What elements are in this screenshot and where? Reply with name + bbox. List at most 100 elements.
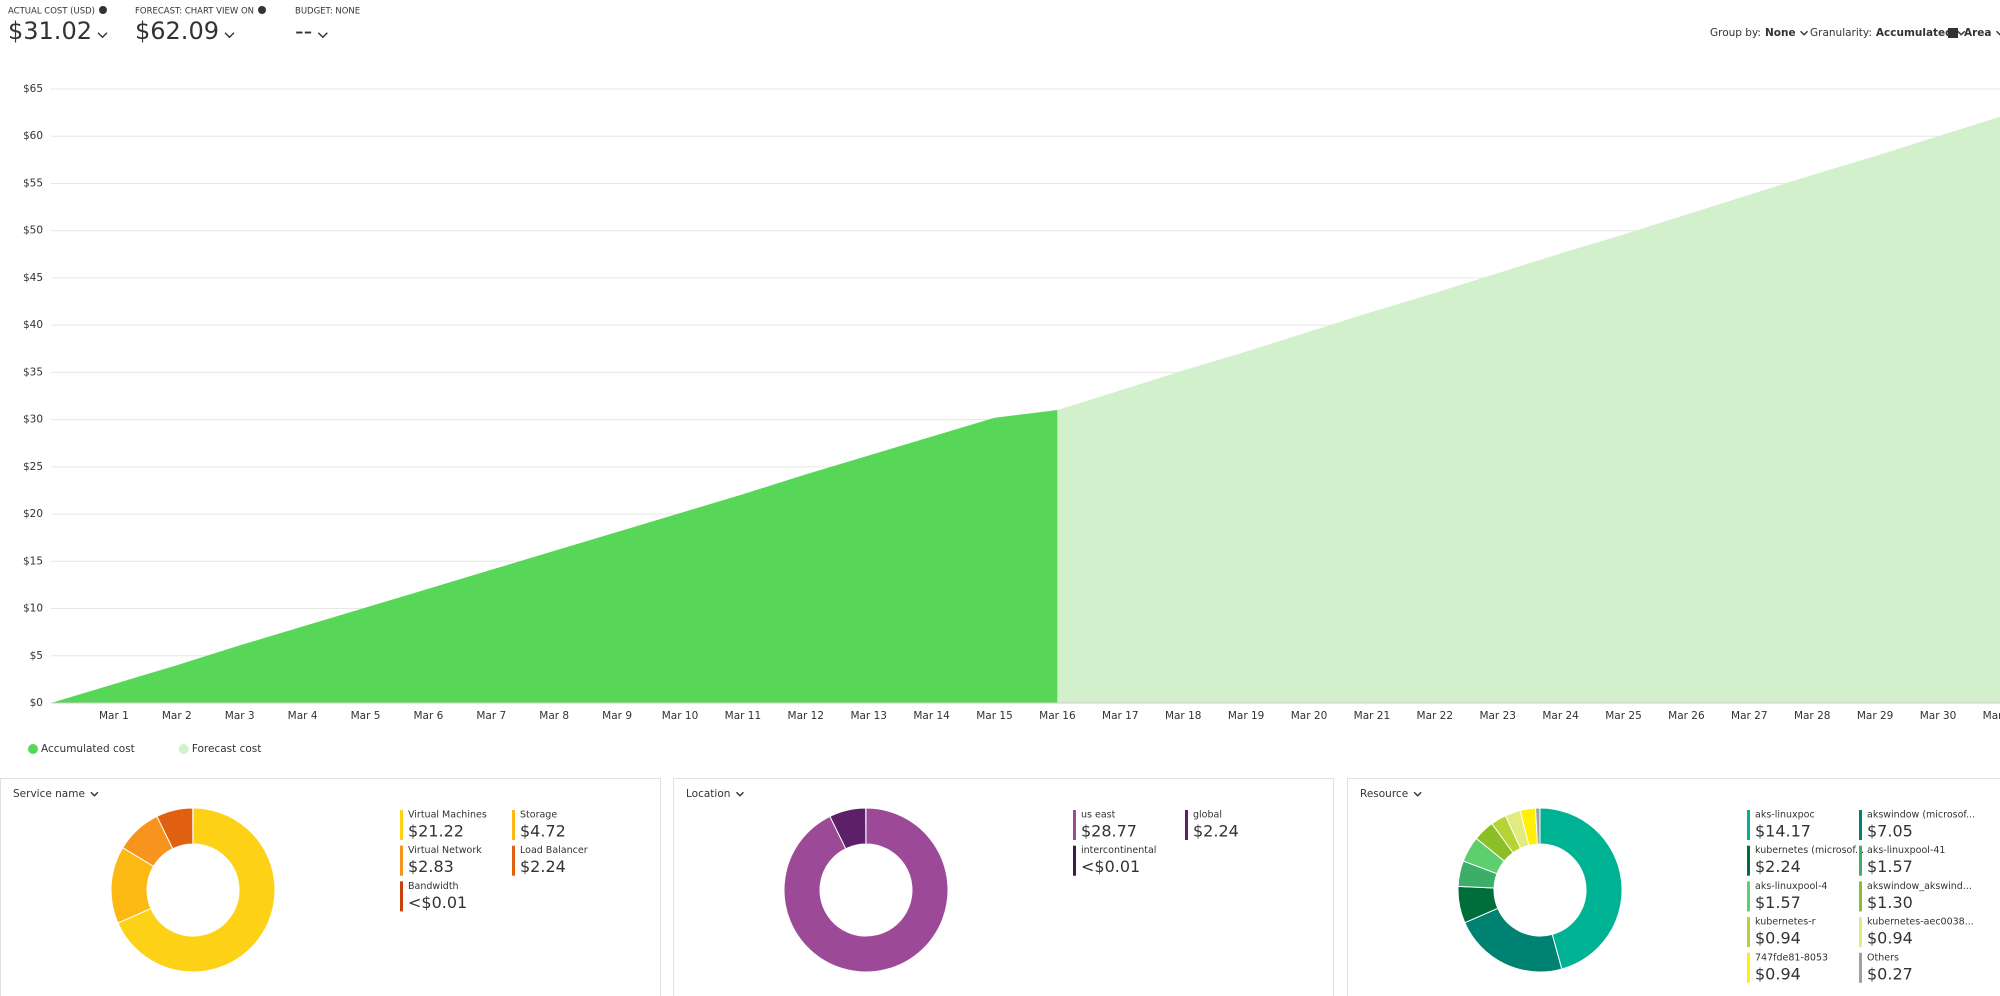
- y-tick-label: $0: [30, 697, 43, 709]
- legend-label[interactable]: Accumulated cost: [41, 743, 135, 755]
- legend-value: $2.83: [408, 857, 454, 876]
- y-tick-label: $50: [23, 225, 43, 237]
- x-tick-label: Mar 16: [1039, 710, 1076, 722]
- chevron: [1996, 30, 2000, 36]
- legend-bar: [1859, 845, 1862, 876]
- kpi-value[interactable]: --: [295, 17, 312, 45]
- legend-label[interactable]: Forecast cost: [192, 743, 262, 755]
- legend-bar: [400, 881, 403, 912]
- y-tick-label: $10: [23, 603, 43, 615]
- x-tick-label: Mar 15: [976, 710, 1013, 722]
- x-tick-label: Mar 19: [1228, 710, 1265, 722]
- legend-value: $28.77: [1081, 822, 1137, 841]
- legend-bar: [512, 810, 515, 840]
- control-label: Group by:: [1710, 27, 1761, 39]
- legend-bar: [400, 845, 403, 876]
- chevron: [735, 791, 744, 797]
- panel: [0, 778, 661, 996]
- legend-label: akswindow (microsof...: [1867, 810, 1975, 821]
- x-tick-label: Mar 10: [662, 710, 699, 722]
- info-icon: [98, 6, 107, 14]
- legend-label: us east: [1081, 810, 1116, 821]
- legend-bar: [1747, 845, 1750, 876]
- legend-bar: [1859, 952, 1862, 983]
- control-label: Granularity:: [1810, 27, 1872, 39]
- kpi-label: BUDGET: NONE: [295, 7, 360, 17]
- x-tick-label: Mar 24: [1542, 710, 1579, 722]
- legend-bar: [1747, 881, 1750, 912]
- legend-value: $1.57: [1867, 857, 1913, 876]
- legend-value: $21.22: [408, 822, 464, 841]
- y-tick-label: $35: [23, 366, 43, 378]
- info-icon: [258, 6, 266, 14]
- legend-label: 747fde81-8053: [1755, 952, 1828, 963]
- area: [51, 409, 1058, 703]
- legend-value: $1.30: [1867, 893, 1913, 912]
- legend-bar: [1185, 810, 1188, 840]
- chevron: [1800, 30, 1809, 36]
- chevron: [1413, 791, 1422, 797]
- panel-title[interactable]: Resource: [1360, 788, 1408, 800]
- legend-label: Others: [1867, 952, 1899, 963]
- legend-label: Storage: [520, 810, 557, 821]
- x-tick-label: Mar 21: [1354, 710, 1391, 722]
- legend-label: kubernetes-r: [1755, 917, 1816, 928]
- legend-value: $1.57: [1755, 893, 1801, 912]
- x-tick-label: Mar 23: [1479, 710, 1516, 722]
- x-tick-label: Mar 7: [476, 710, 506, 722]
- legend-bar: [1859, 881, 1862, 912]
- chevron: [90, 791, 99, 797]
- panel: [1347, 778, 2000, 996]
- kpi-value[interactable]: $31.02: [8, 17, 92, 45]
- legend-value: $7.05: [1867, 822, 1913, 841]
- x-tick-label: Mar 27: [1731, 710, 1768, 722]
- y-tick-label: $20: [23, 508, 43, 520]
- x-tick-label: Mar 6: [413, 710, 443, 722]
- control-value[interactable]: Area: [1964, 27, 1992, 39]
- chevron: [97, 32, 108, 39]
- donut-slice: [1539, 807, 1623, 970]
- legend-value: <$0.01: [408, 893, 467, 912]
- x-tick-label: Mar 20: [1291, 710, 1328, 722]
- y-tick-label: $30: [23, 414, 43, 426]
- y-tick-label: $15: [23, 555, 43, 567]
- x-tick-label: Mar 5: [351, 710, 381, 722]
- legend-bar: [1747, 917, 1750, 948]
- legend-label: aks-linuxpool-4: [1755, 881, 1827, 892]
- panel: [673, 778, 1334, 996]
- legend-bar: [1747, 952, 1750, 983]
- legend-value: <$0.01: [1081, 857, 1140, 876]
- x-tick-label: Mar 17: [1102, 710, 1139, 722]
- x-tick-label: Mar 18: [1165, 710, 1202, 722]
- x-tick-label: Mar 4: [288, 710, 318, 722]
- x-tick-label: Mar 28: [1794, 710, 1831, 722]
- control-value[interactable]: None: [1765, 27, 1796, 39]
- chevron: [224, 32, 235, 39]
- legend-value: $2.24: [520, 857, 566, 876]
- panel-title[interactable]: Service name: [13, 788, 85, 800]
- chevron: [317, 32, 328, 39]
- control-value[interactable]: Accumulated: [1876, 27, 1953, 39]
- donut-slice: [783, 807, 949, 973]
- legend-label: intercontinental: [1081, 845, 1156, 856]
- legend-value: $0.94: [1755, 929, 1801, 948]
- x-tick-label: Mar 30: [1920, 710, 1957, 722]
- legend-bar: [1859, 810, 1862, 840]
- legend-label: kubernetes-aec0038...: [1867, 917, 1974, 928]
- x-tick-label: Mar 2: [162, 710, 192, 722]
- legend-label: aks-linuxpoc: [1755, 810, 1815, 821]
- legend-label: aks-linuxpool-41: [1867, 845, 1945, 856]
- legend-label: Virtual Machines: [408, 810, 487, 821]
- kpi-value[interactable]: $62.09: [135, 17, 219, 45]
- legend-bar: [512, 845, 515, 876]
- x-tick-label: Mar 8: [539, 710, 569, 722]
- panel-title[interactable]: Location: [686, 788, 730, 800]
- legend-label: Load Balancer: [520, 845, 588, 856]
- kpi-label: FORECAST: CHART VIEW ON: [135, 7, 254, 17]
- legend-swatch: [178, 744, 189, 754]
- legend-bar: [1859, 917, 1862, 948]
- kpi-label: ACTUAL COST (USD): [8, 7, 95, 17]
- x-tick-label: Mar 11: [725, 710, 762, 722]
- legend-value: $0.94: [1867, 929, 1913, 948]
